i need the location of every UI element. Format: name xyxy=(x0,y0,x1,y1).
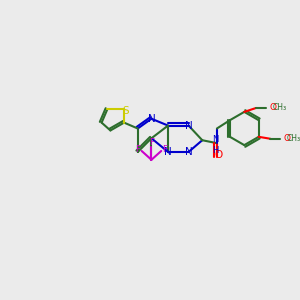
Text: O: O xyxy=(215,150,223,160)
Text: O: O xyxy=(269,103,276,112)
Text: F: F xyxy=(135,145,140,154)
Text: N: N xyxy=(185,147,193,157)
Text: S: S xyxy=(123,106,129,116)
Text: O: O xyxy=(284,134,290,143)
Text: F: F xyxy=(149,138,154,147)
Text: CH₃: CH₃ xyxy=(272,103,286,112)
Text: CH₃: CH₃ xyxy=(287,134,300,143)
Text: F: F xyxy=(163,145,168,154)
Text: N: N xyxy=(185,121,193,130)
Text: N: N xyxy=(164,147,172,157)
Text: N
H: N H xyxy=(212,135,218,155)
Text: N: N xyxy=(148,114,155,124)
